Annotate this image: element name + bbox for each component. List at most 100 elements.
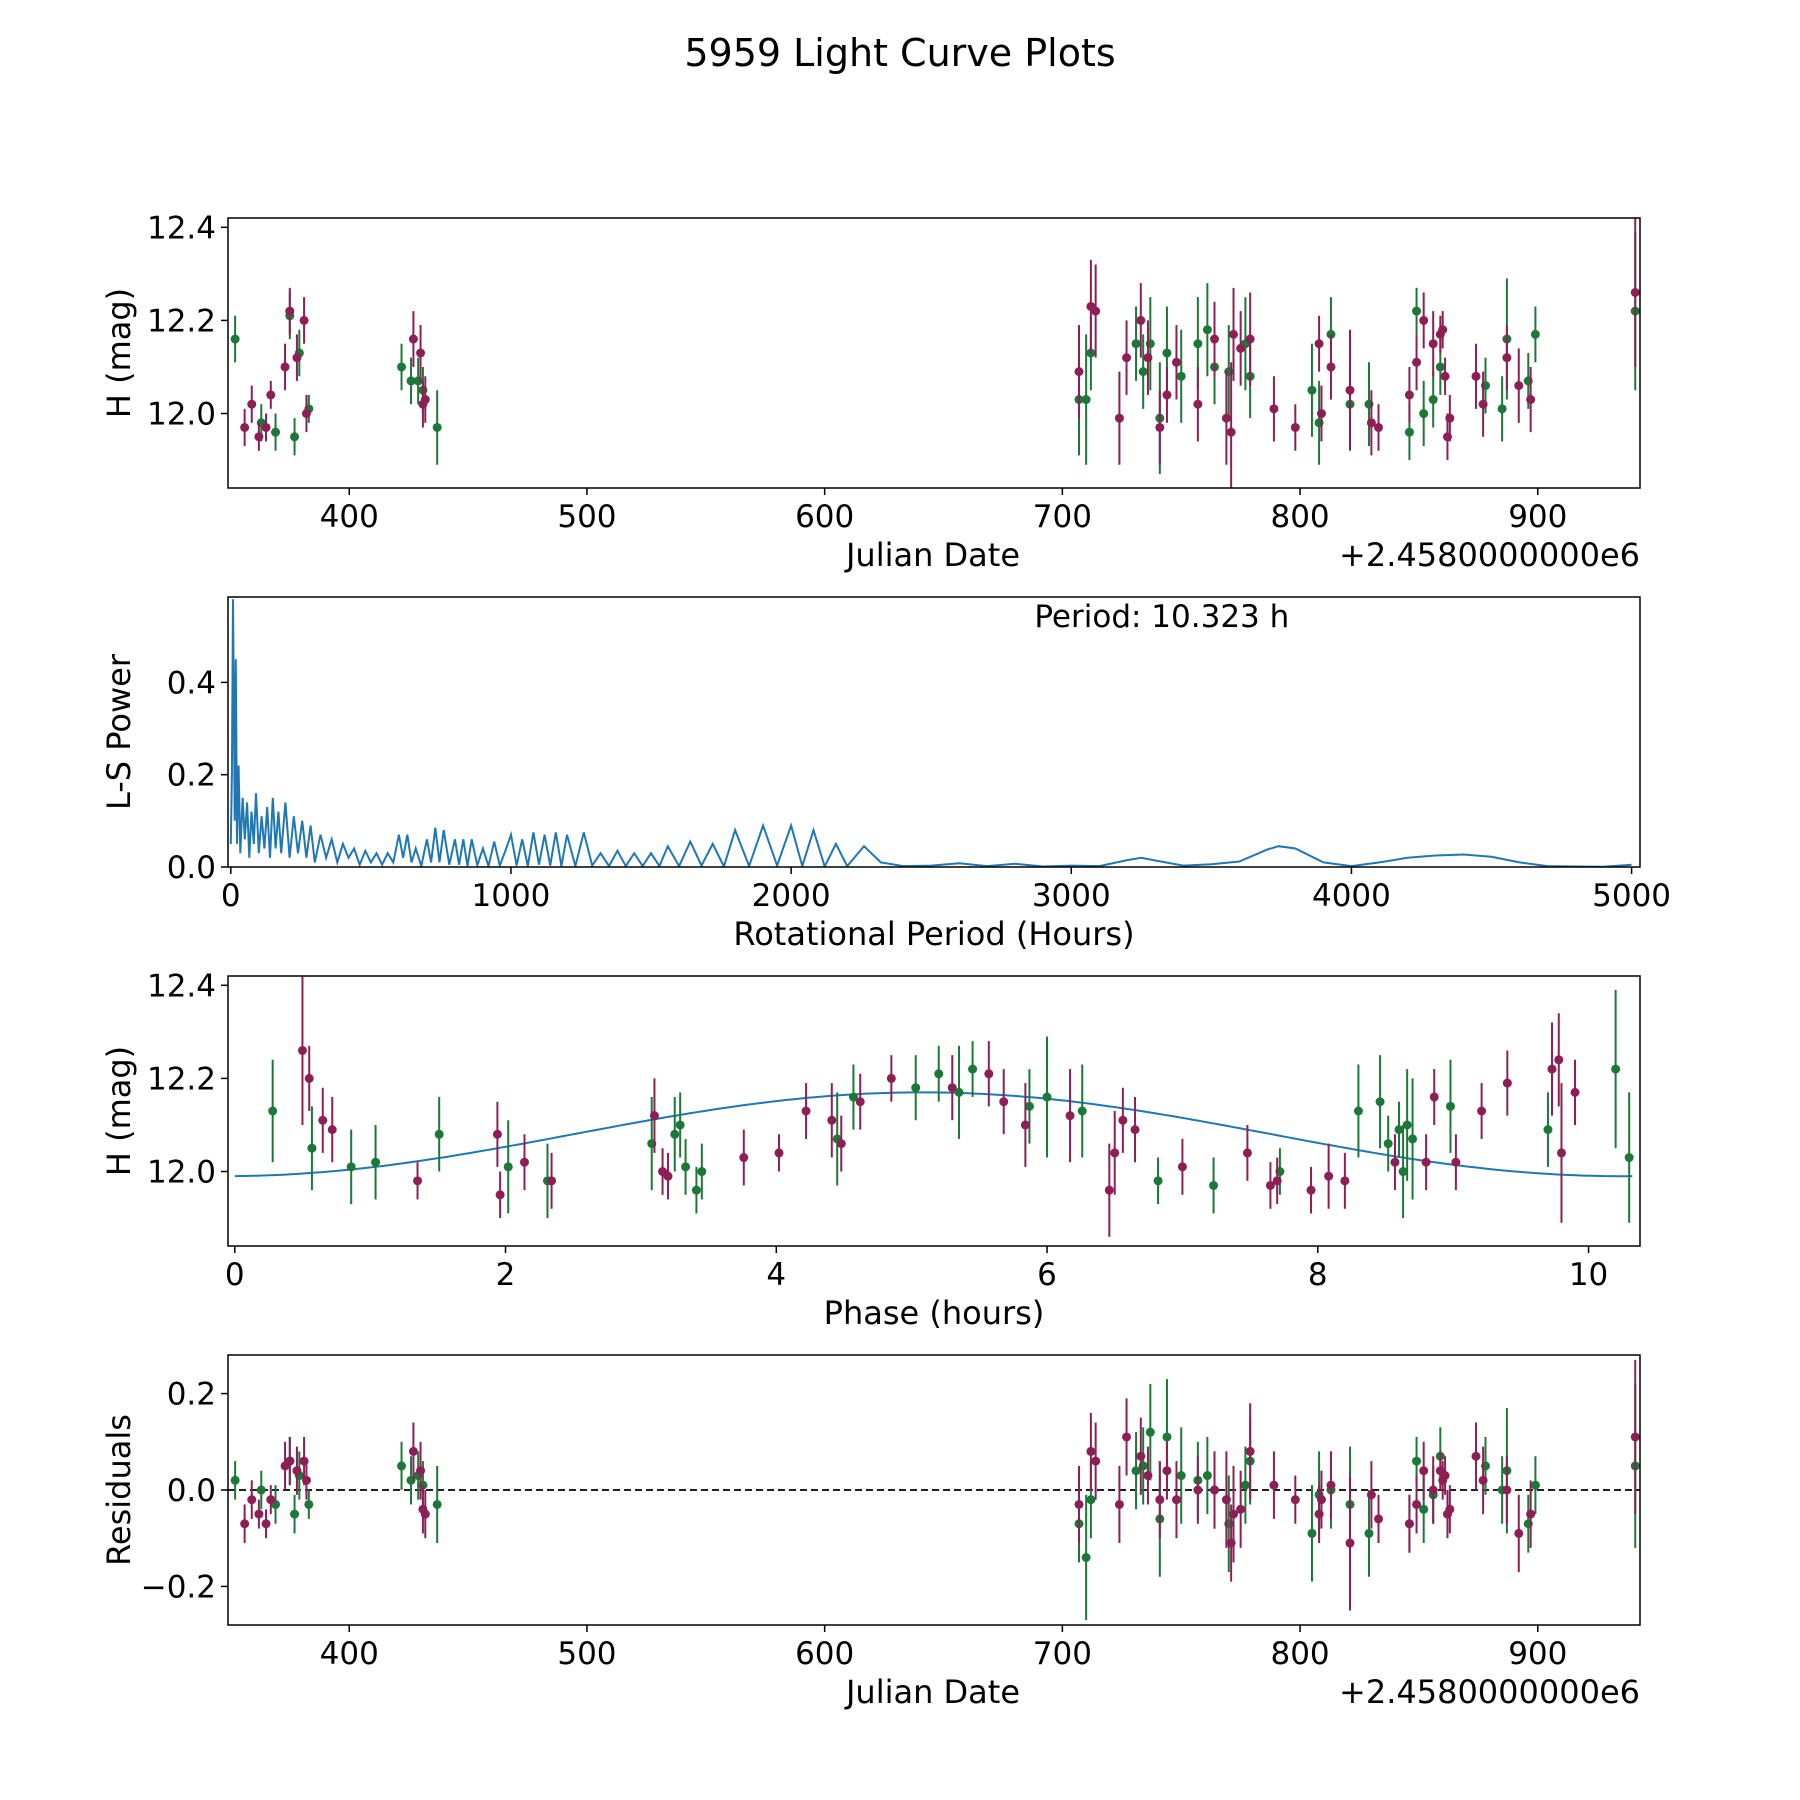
lightcurve-band_b-point	[1471, 371, 1481, 381]
periodogram-x-axis-label: Rotational Period (Hours)	[733, 915, 1134, 953]
periodogram-x-tick-label: 2000	[752, 878, 831, 914]
periodogram-x-tick-label: 1000	[472, 878, 551, 914]
phased-band_a-point	[670, 1129, 680, 1139]
lightcurve-band_b-point	[285, 306, 295, 316]
phased-band_b-point	[774, 1148, 784, 1158]
residuals-band_b-point	[247, 1495, 257, 1505]
lightcurve-y-tick-label: 12.4	[147, 210, 216, 246]
phased-x-tick-label: 10	[1569, 1257, 1608, 1293]
phased-band_b-point	[1421, 1157, 1431, 1167]
phased-band_a-point	[934, 1069, 944, 1079]
lightcurve-band_b-point	[1193, 399, 1203, 409]
lightcurve-band_b-point	[247, 399, 257, 409]
periodogram-y-tick-label: 0.0	[167, 850, 216, 886]
lightcurve-band_a-point	[290, 432, 300, 442]
residuals-band_b-point	[1229, 1509, 1239, 1519]
residuals-band_b-point	[1419, 1466, 1429, 1476]
phased-band_b-point	[1110, 1148, 1120, 1158]
phased-band_b-point	[886, 1073, 896, 1083]
residuals-band_b-point	[1136, 1451, 1146, 1461]
residuals-band_b-point	[1428, 1485, 1438, 1495]
lightcurve-x-tick-label: 800	[1270, 499, 1329, 535]
lightcurve-band_b-point	[1440, 371, 1450, 381]
lightcurve-band_b-point	[1314, 339, 1324, 349]
residuals-x-tick-label: 800	[1270, 1636, 1329, 1672]
lightcurve-band_a-point	[1307, 385, 1317, 395]
lightcurve-band_b-point	[1122, 353, 1132, 363]
lightcurve-x-tick-label: 700	[1033, 499, 1092, 535]
lightcurve-band_b-point	[1074, 367, 1084, 377]
phased-y-tick-label: 12.4	[147, 968, 216, 1004]
residuals-band_b-point	[1114, 1499, 1124, 1509]
residuals-band_b-point	[1086, 1446, 1096, 1456]
residuals-band_b-point	[1269, 1480, 1279, 1490]
phased-band_b-point	[1130, 1125, 1140, 1135]
phased-x-axis-label: Phase (hours)	[824, 1294, 1045, 1332]
residuals-band_b-point	[1526, 1509, 1536, 1519]
residuals-band_b-point	[292, 1466, 302, 1476]
residuals-band_a-point	[1240, 1480, 1250, 1490]
lightcurve-band_a-point	[397, 362, 407, 372]
residuals-band_b-point	[240, 1519, 250, 1529]
phased-band_b-point	[1118, 1115, 1128, 1125]
phased-axes-frame	[227, 975, 1641, 1247]
lightcurve-band_b-point	[1155, 422, 1165, 432]
phased-band_b-point	[1265, 1180, 1275, 1190]
lightcurve-band_b-point	[1630, 287, 1640, 297]
lightcurve-band_b-point	[1428, 339, 1438, 349]
residuals-y-axis-label: Residuals	[100, 1414, 138, 1566]
residuals-band_a-point	[432, 1499, 442, 1509]
phased-band_a-point	[503, 1162, 513, 1172]
phased-band_b-point	[1324, 1171, 1334, 1181]
phased-band_a-point	[346, 1162, 356, 1172]
residuals-x-tick-label: 700	[1033, 1636, 1092, 1672]
lightcurve-band_a-point	[432, 422, 442, 432]
phased-band_b-point	[492, 1129, 502, 1139]
residuals-band_b-point	[1171, 1495, 1181, 1505]
lightcurve-band_b-point	[1290, 422, 1300, 432]
phased-y-tick-label: 12.0	[147, 1155, 216, 1191]
phased-band_b-point	[947, 1083, 957, 1093]
residuals-band_a-point	[1530, 1480, 1540, 1490]
lightcurve-band_b-point	[292, 353, 302, 363]
residuals-band_a-point	[1364, 1528, 1374, 1538]
lightcurve-x-tick-label: 900	[1508, 499, 1567, 535]
lightcurve-band_b-point	[408, 334, 418, 344]
periodogram-axes-frame	[227, 596, 1641, 868]
phased-band_b-point	[1429, 1092, 1439, 1102]
phased-band_b-point	[547, 1176, 557, 1186]
phased-band_a-point	[697, 1167, 707, 1177]
phased-y-axis-label: H (mag)	[100, 1046, 138, 1176]
phased-band_b-point	[1177, 1162, 1187, 1172]
phased-band_b-point	[649, 1111, 659, 1121]
phased-band_b-point	[519, 1157, 529, 1167]
lightcurve-band_a-point	[1193, 339, 1203, 349]
phased-band_b-point	[1242, 1148, 1252, 1158]
residuals-band_a-point	[230, 1475, 240, 1485]
phased-x-tick-label: 4	[766, 1257, 786, 1293]
lightcurve-band_a-point	[1081, 395, 1091, 405]
lightcurve-band_a-point	[230, 334, 240, 344]
phased-band_b-point	[1502, 1078, 1512, 1088]
periodogram-panel: 0 1000 2000 3000 4000 5000 0.0 0.2 0.4 Rotational…	[100, 596, 1671, 953]
lightcurve-y-tick-label: 12.2	[147, 303, 216, 339]
residuals-band_b-point	[1209, 1485, 1219, 1495]
residuals-x-tick-label: 400	[320, 1636, 379, 1672]
phased-band_a-point	[1024, 1101, 1034, 1111]
phased-band_a-point	[1077, 1106, 1087, 1116]
lightcurve-band_a-point	[1435, 362, 1445, 372]
lightcurve-band_b-point	[1419, 315, 1429, 325]
residuals-band_b-point	[420, 1509, 430, 1519]
lightcurve-band_b-point	[1209, 334, 1219, 344]
lightcurve-x-axis-label: Julian Date	[844, 536, 1020, 574]
residuals-x-tick-label: 900	[1508, 1636, 1567, 1672]
phased-band_b-point	[801, 1106, 811, 1116]
residuals-band_b-point	[1236, 1504, 1246, 1514]
lightcurve-plot-area	[230, 218, 1640, 488]
lightcurve-band_b-point	[420, 395, 430, 405]
phased-band_a-point	[1394, 1125, 1404, 1135]
residuals-band_b-point	[1091, 1456, 1101, 1466]
residuals-band_b-point	[285, 1456, 295, 1466]
residuals-band_b-point	[1155, 1495, 1165, 1505]
phased-band_a-point	[681, 1162, 691, 1172]
